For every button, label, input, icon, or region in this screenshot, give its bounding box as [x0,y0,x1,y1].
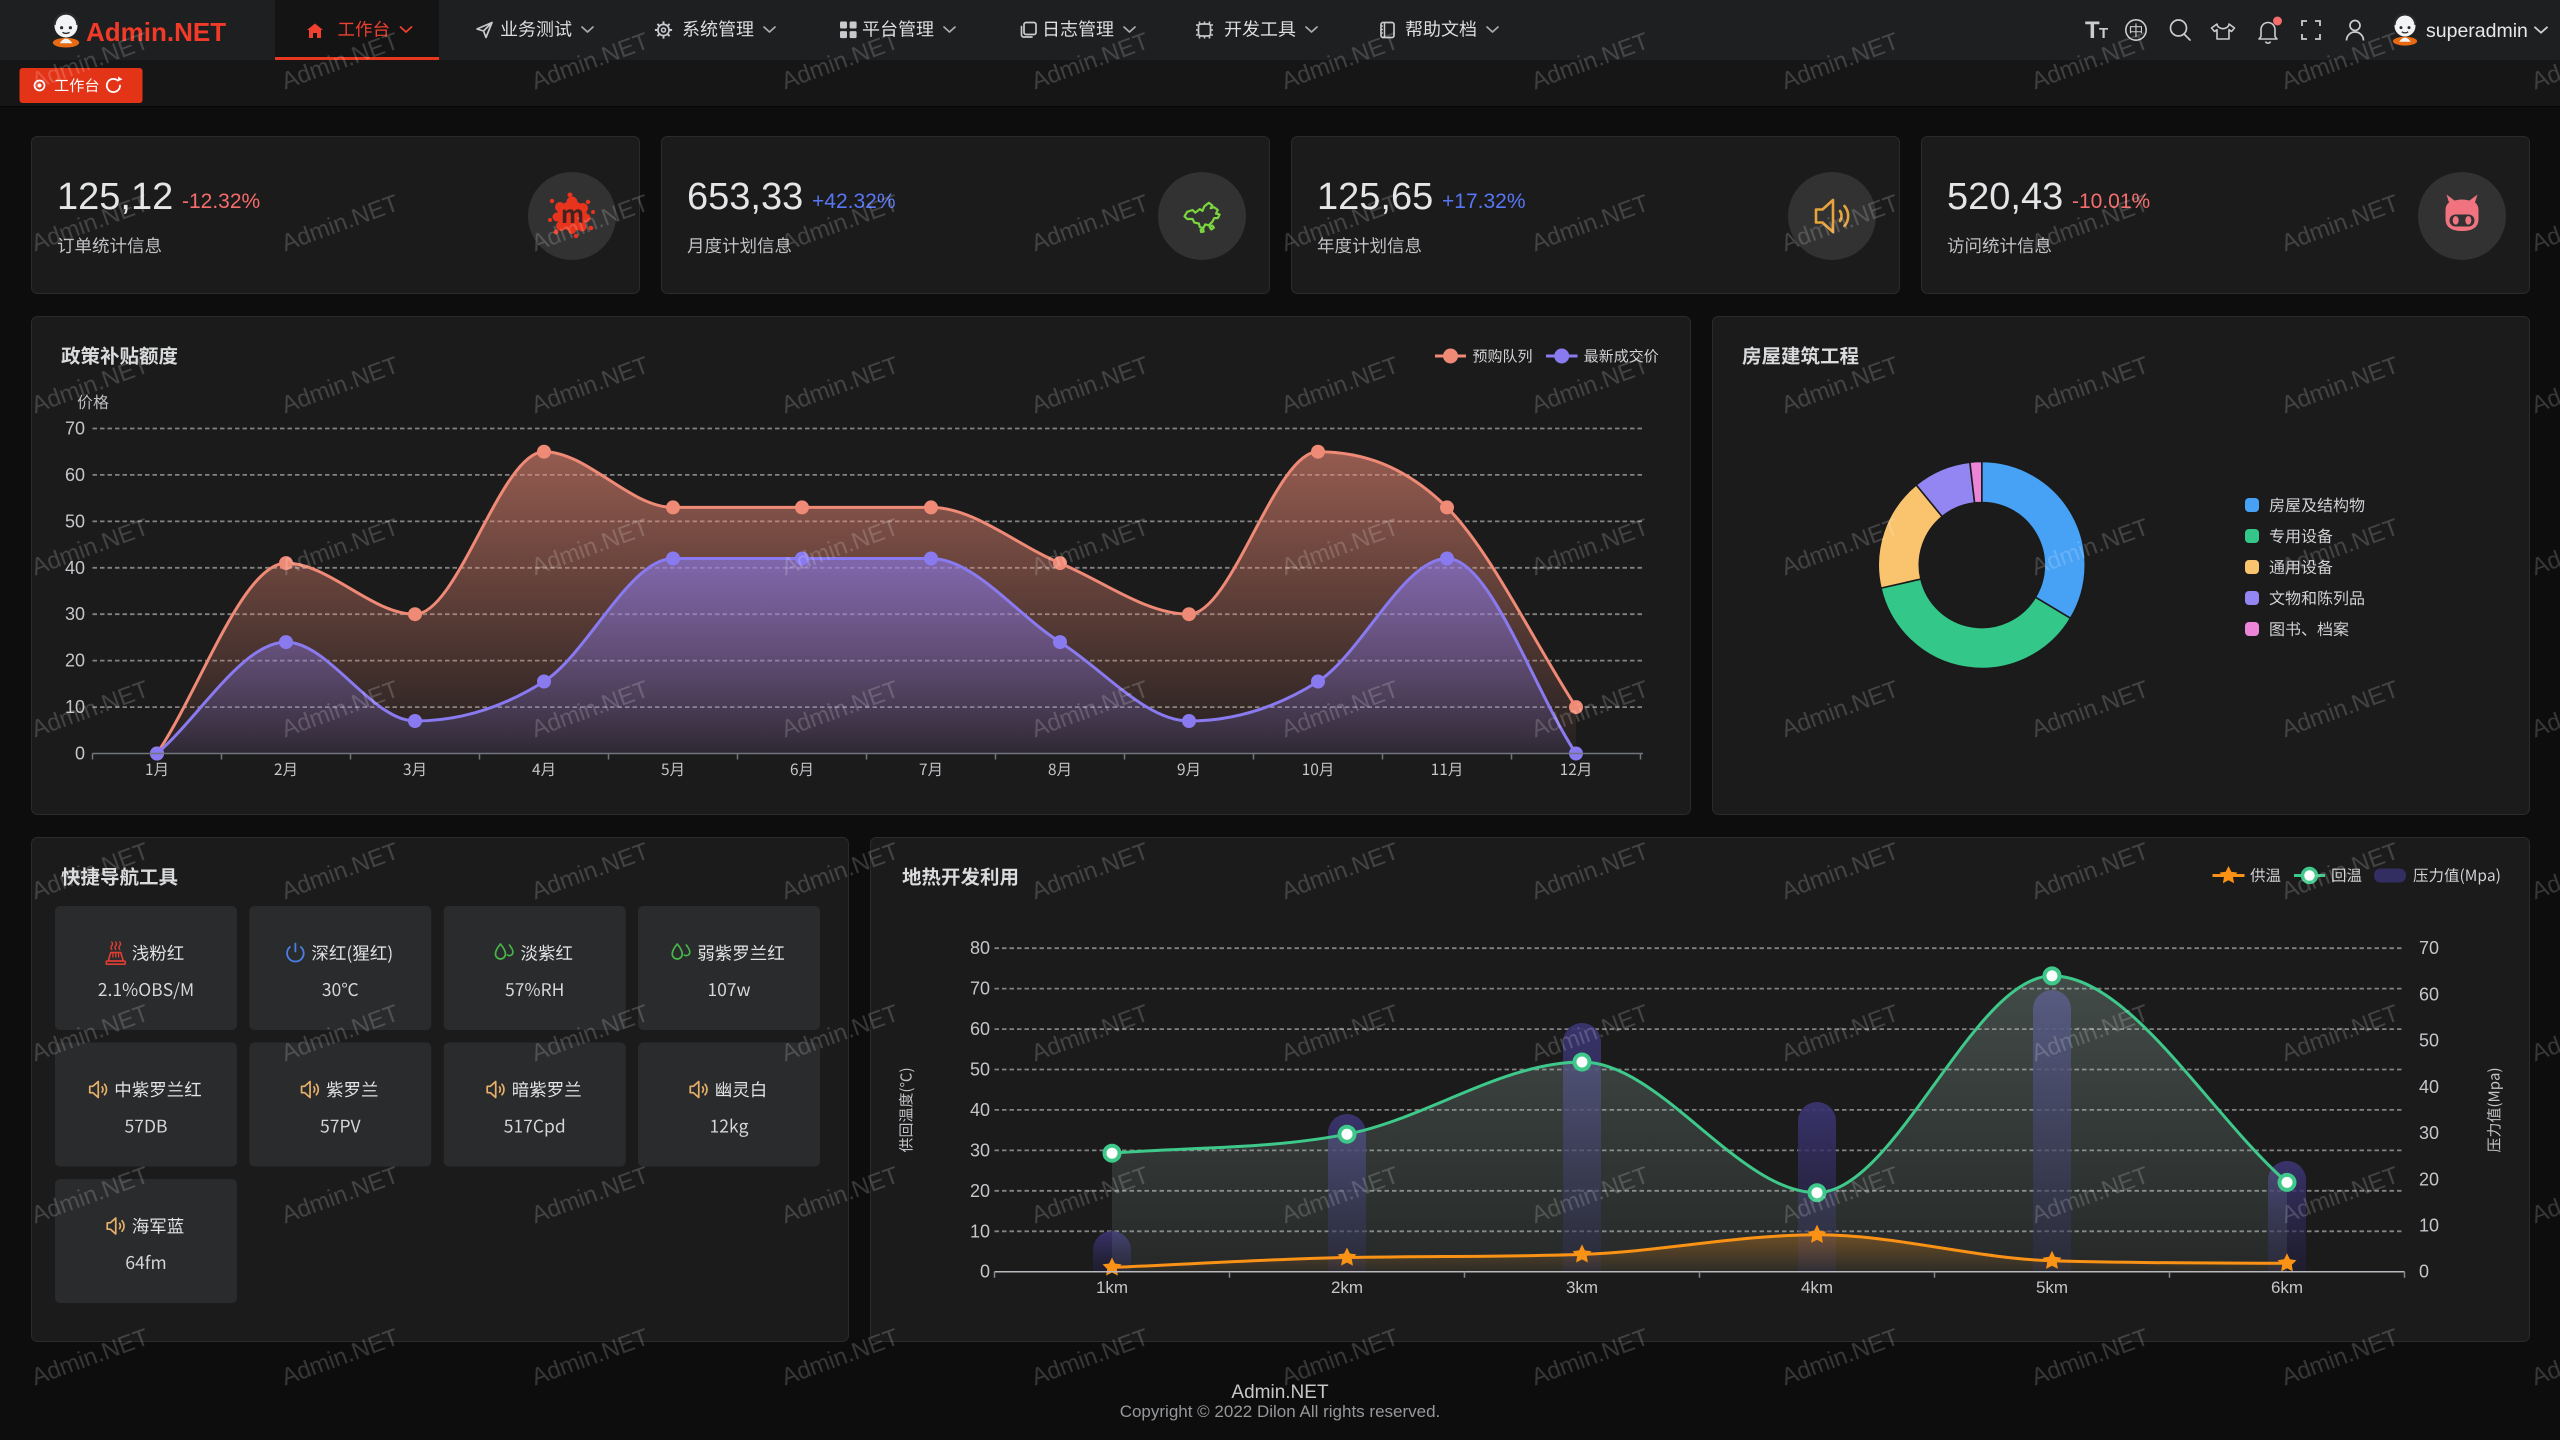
svg-text:125,65: 125,65 [1317,176,1433,218]
svg-text:30: 30 [970,1140,990,1160]
svg-text:125,12: 125,12 [57,176,173,218]
svg-text:10: 10 [970,1221,990,1241]
svg-text:70: 70 [970,979,990,999]
svg-text:10: 10 [2419,1216,2439,1236]
svg-text:20: 20 [2419,1169,2439,1189]
svg-text:20: 20 [65,651,85,671]
svg-text:5km: 5km [2036,1278,2068,1297]
svg-text:0: 0 [2419,1262,2429,1282]
svg-text:6km: 6km [2271,1278,2303,1297]
svg-text:20: 20 [970,1181,990,1201]
svg-text:1km: 1km [1096,1278,1128,1297]
svg-text:T: T [2085,17,2100,44]
svg-text:+42.32%: +42.32% [812,190,896,213]
svg-text:-12.32%: -12.32% [182,190,260,213]
svg-text:60: 60 [970,1019,990,1039]
svg-text:2km: 2km [1331,1278,1363,1297]
svg-text:60: 60 [65,465,85,485]
svg-text:50: 50 [2419,1031,2439,1051]
svg-text:-10.01%: -10.01% [2072,190,2150,213]
svg-text:50: 50 [970,1060,990,1080]
svg-text:40: 40 [2419,1077,2439,1097]
svg-text:70: 70 [65,419,85,439]
svg-text:Admin.NET: Admin.NET [86,17,226,47]
svg-text:40: 40 [970,1100,990,1120]
svg-text:Copyright © 2022 Dilon All rig: Copyright © 2022 Dilon All rights reserv… [1120,1402,1441,1421]
svg-text:80: 80 [970,938,990,958]
svg-text:0: 0 [75,744,85,764]
svg-text:30: 30 [2419,1123,2439,1143]
svg-text:520,43: 520,43 [1947,176,2063,218]
svg-text:superadmin: superadmin [2426,20,2528,42]
svg-text:10: 10 [65,697,85,717]
svg-text:50: 50 [65,511,85,531]
svg-text:+17.32%: +17.32% [1442,190,1526,213]
svg-text:60: 60 [2419,984,2439,1004]
svg-text:40: 40 [65,558,85,578]
svg-text:3km: 3km [1566,1278,1598,1297]
svg-text:Admin.NET: Admin.NET [1231,1382,1329,1403]
svg-text:70: 70 [2419,938,2439,958]
svg-text:653,33: 653,33 [687,176,803,218]
svg-text:0: 0 [980,1262,990,1282]
svg-text:T: T [2099,25,2108,42]
svg-text:4km: 4km [1801,1278,1833,1297]
svg-text:30: 30 [65,604,85,624]
